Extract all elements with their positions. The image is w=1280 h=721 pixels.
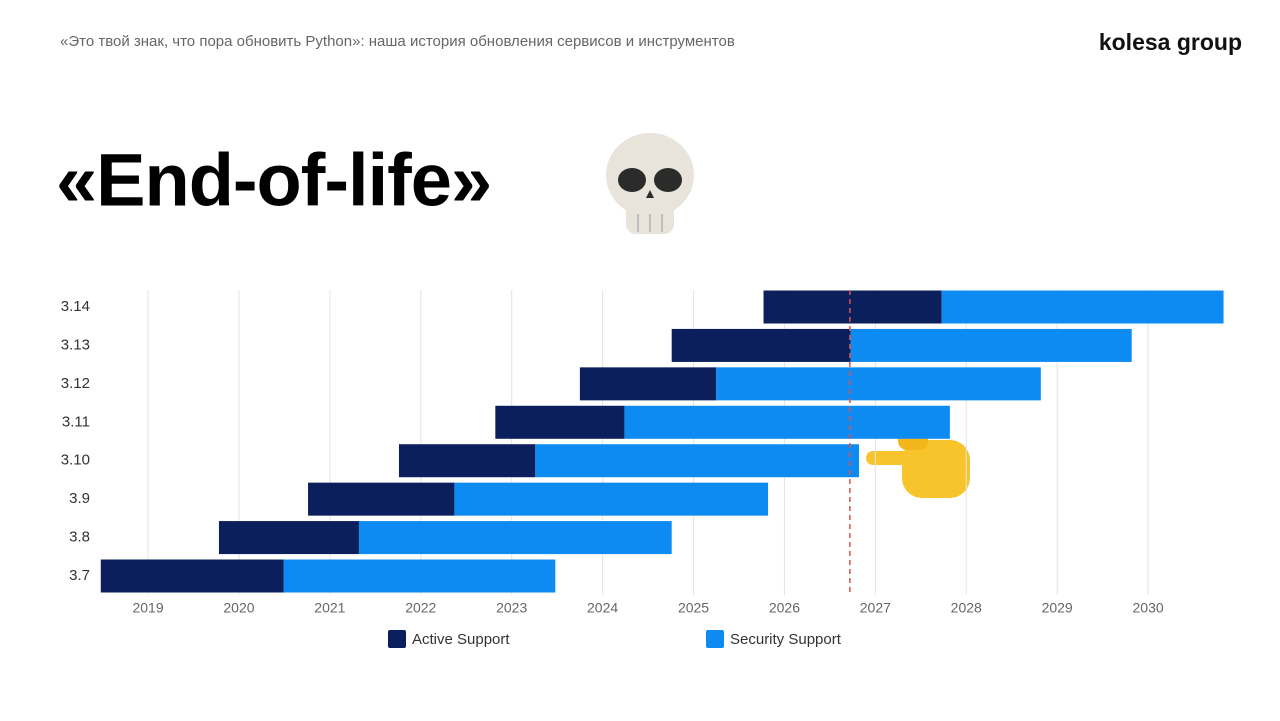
bar — [398, 444, 536, 478]
y-tick-label: 3.12 — [61, 375, 90, 392]
x-tick-label: 2026 — [769, 600, 800, 616]
bar — [716, 367, 1041, 401]
bar — [218, 521, 359, 555]
bar — [100, 559, 284, 593]
bar — [308, 482, 455, 516]
skull-icon — [606, 133, 694, 234]
y-tick-label: 3.7 — [69, 567, 90, 584]
x-tick-label: 2021 — [314, 600, 345, 616]
bar — [495, 405, 625, 439]
y-tick-label: 3.11 — [62, 413, 90, 430]
x-tick-label: 2029 — [1042, 600, 1073, 616]
y-tick-label: 3.9 — [69, 490, 90, 507]
subtitle: «Это твой знак, что пора обновить Python… — [60, 33, 735, 50]
bar — [941, 290, 1224, 324]
bar — [358, 521, 672, 555]
legend-swatch — [388, 630, 406, 648]
bar — [850, 328, 1132, 362]
bar — [579, 367, 717, 401]
x-tick-label: 2025 — [678, 600, 709, 616]
bar — [671, 328, 851, 362]
x-tick-label: 2027 — [860, 600, 891, 616]
bar — [763, 290, 942, 324]
x-tick-label: 2022 — [405, 600, 436, 616]
legend-label: Security Support — [730, 631, 842, 648]
x-tick-label: 2024 — [587, 600, 618, 616]
x-tick-label: 2030 — [1133, 600, 1164, 616]
legend-swatch — [706, 630, 724, 648]
bar — [454, 482, 769, 516]
legend-label: Active Support — [412, 631, 510, 648]
brand: kolesa group — [1099, 29, 1242, 55]
y-tick-label: 3.14 — [61, 298, 90, 315]
y-tick-label: 3.8 — [69, 529, 90, 546]
x-tick-label: 2019 — [132, 600, 163, 616]
y-tick-label: 3.13 — [61, 336, 90, 353]
pointing-hand-icon — [866, 432, 970, 498]
slide-title: «End-of-life» — [56, 139, 491, 222]
x-tick-label: 2023 — [496, 600, 527, 616]
bar — [624, 405, 950, 439]
bar — [283, 559, 556, 593]
y-tick-label: 3.10 — [61, 452, 90, 469]
x-tick-label: 2020 — [223, 600, 254, 616]
bar — [535, 444, 859, 478]
x-tick-label: 2028 — [951, 600, 982, 616]
